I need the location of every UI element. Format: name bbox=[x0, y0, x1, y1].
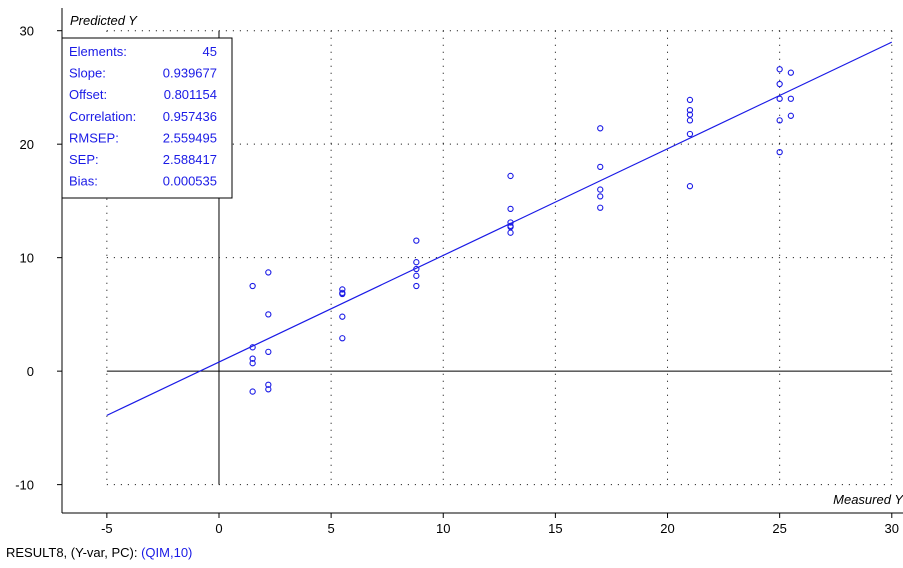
stat-value: 2.588417 bbox=[163, 152, 217, 167]
x-axis-title: Measured Y bbox=[833, 492, 903, 507]
stat-label: Elements: bbox=[69, 44, 127, 59]
data-point bbox=[413, 259, 420, 266]
data-point bbox=[686, 117, 694, 124]
data-point bbox=[249, 388, 256, 395]
data-point bbox=[776, 66, 783, 73]
data-points bbox=[249, 66, 795, 395]
data-point bbox=[507, 229, 514, 236]
data-point bbox=[597, 204, 604, 211]
data-point bbox=[249, 355, 256, 362]
x-tick-label: 15 bbox=[548, 521, 562, 536]
data-point bbox=[413, 237, 420, 244]
stat-value: 0.801154 bbox=[164, 87, 217, 102]
stat-label: Offset: bbox=[69, 87, 107, 102]
data-point bbox=[597, 163, 604, 171]
stat-value: 45 bbox=[203, 44, 217, 59]
stat-value: 0.000535 bbox=[163, 174, 217, 189]
result-footer: RESULT8, (Y-var, PC): (QIM,10) bbox=[6, 545, 192, 560]
data-point bbox=[597, 186, 604, 193]
data-point bbox=[787, 112, 795, 119]
x-tick-label: -5 bbox=[101, 521, 113, 536]
grid-lines bbox=[106, 30, 893, 486]
x-tick-label: 5 bbox=[328, 521, 335, 536]
data-point bbox=[339, 335, 346, 342]
stat-value: 0.957436 bbox=[163, 109, 217, 124]
data-point bbox=[339, 290, 346, 298]
regression-line-group bbox=[106, 41, 893, 416]
footer-highlight: (QIM,10) bbox=[141, 545, 193, 560]
stat-label: SEP: bbox=[69, 152, 99, 167]
data-point bbox=[686, 96, 694, 104]
data-point bbox=[597, 193, 604, 200]
data-point bbox=[776, 117, 783, 124]
data-point bbox=[249, 344, 256, 351]
y-tick-label: 20 bbox=[20, 137, 34, 152]
statistics-box: Elements: 45 Slope: 0.939677 Offset: 0.801154… bbox=[61, 37, 233, 199]
x-tick-label: 10 bbox=[436, 521, 450, 536]
y-tick-label: 0 bbox=[27, 364, 34, 379]
statistics-box-frame bbox=[61, 37, 233, 199]
data-point bbox=[787, 95, 795, 102]
x-tick-label: 20 bbox=[660, 521, 674, 536]
y-tick-label: 10 bbox=[20, 251, 34, 266]
stat-value: 0.939677 bbox=[163, 66, 217, 81]
data-point bbox=[265, 348, 272, 356]
data-point bbox=[597, 125, 604, 132]
x-tick-label: 30 bbox=[885, 521, 899, 536]
data-point bbox=[265, 381, 272, 388]
y-axis-title: Predicted Y bbox=[70, 13, 138, 28]
stat-label: Correlation: bbox=[69, 109, 136, 124]
y-tick-label: -10 bbox=[15, 478, 34, 493]
stat-label: RMSEP: bbox=[69, 130, 119, 145]
data-point bbox=[413, 265, 420, 273]
data-point bbox=[507, 205, 514, 213]
data-point bbox=[413, 282, 420, 290]
tick-labels: -5 0 5 10 15 20 25 30 -10 0 10 20 30 bbox=[15, 24, 899, 536]
data-point bbox=[339, 313, 346, 320]
data-point bbox=[413, 272, 420, 279]
data-point bbox=[686, 130, 694, 138]
data-point bbox=[265, 386, 272, 393]
data-point bbox=[249, 282, 256, 290]
x-tick-label: 25 bbox=[772, 521, 786, 536]
regression-line bbox=[106, 41, 893, 416]
data-point bbox=[507, 172, 514, 180]
data-point bbox=[776, 95, 783, 102]
stat-label: Slope: bbox=[69, 66, 106, 81]
data-point bbox=[787, 69, 795, 76]
data-point bbox=[776, 148, 783, 156]
data-point bbox=[686, 183, 694, 190]
data-point bbox=[686, 106, 694, 114]
data-point bbox=[249, 360, 256, 367]
x-tick-label: 0 bbox=[215, 521, 222, 536]
y-tick-label: 30 bbox=[20, 24, 34, 39]
stat-label: Bias: bbox=[69, 174, 98, 189]
stat-value: 2.559495 bbox=[163, 130, 217, 145]
data-point bbox=[265, 311, 272, 318]
data-point bbox=[776, 80, 783, 88]
data-point bbox=[507, 219, 514, 226]
data-point bbox=[265, 269, 272, 276]
data-point bbox=[339, 286, 346, 293]
footer-prefix: RESULT8, (Y-var, PC): bbox=[6, 545, 142, 560]
